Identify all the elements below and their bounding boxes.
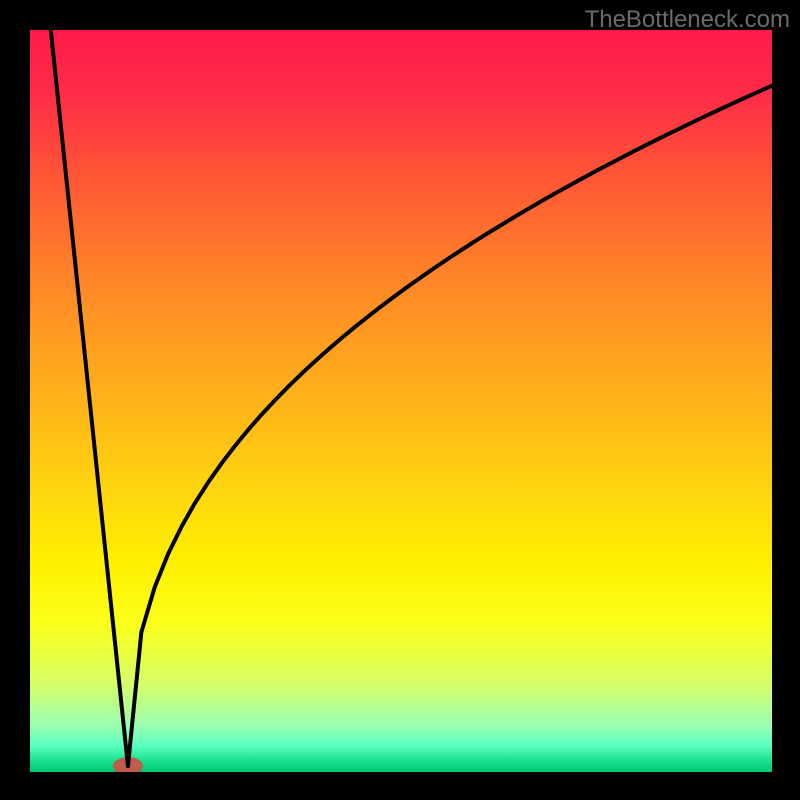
left-line <box>51 30 128 766</box>
curves-layer <box>30 30 772 772</box>
right-curve <box>128 86 772 766</box>
watermark-text: TheBottleneck.com <box>585 6 790 34</box>
chart-container: { "watermark": { "text": "TheBottleneck.… <box>0 0 800 800</box>
plot-area <box>30 30 772 772</box>
